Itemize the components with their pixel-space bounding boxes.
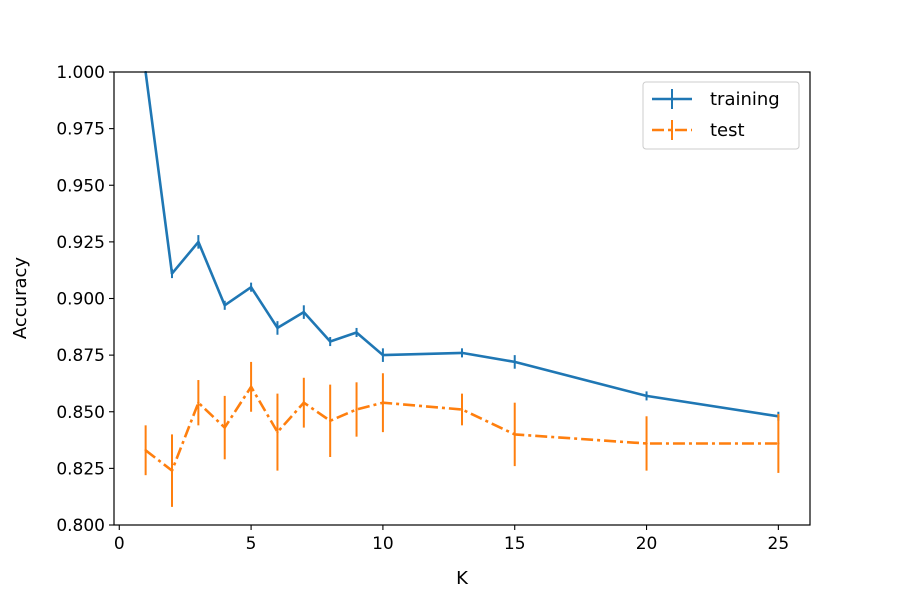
series-test [144, 361, 780, 507]
training-point [170, 272, 174, 275]
test-point [170, 469, 174, 472]
training-point [328, 340, 332, 343]
training-point [645, 394, 648, 398]
y-axis: 0.800 0.825 0.850 0.875 0.900 0.925 0.950 0.975… [56, 63, 114, 536]
test-point [777, 442, 780, 445]
x-axis-label: K [456, 568, 469, 589]
test-point [381, 401, 385, 404]
training-point [355, 331, 358, 334]
test-point [223, 426, 226, 429]
test-point [144, 449, 147, 452]
y-tick-label: 0.975 [56, 120, 105, 140]
training-point [302, 310, 306, 314]
test-point [302, 401, 306, 404]
test-point [276, 430, 279, 434]
training-point [249, 285, 253, 289]
y-tick-label: 0.850 [56, 403, 105, 423]
test-point [513, 433, 516, 436]
test-point [355, 408, 358, 411]
y-axis-label: Accuracy [10, 257, 31, 340]
x-tick-label: 20 [636, 534, 658, 554]
series-layer [144, 71, 780, 507]
y-tick-label: 0.950 [56, 176, 105, 196]
test-point [197, 401, 200, 404]
x-tick-label: 0 [114, 534, 125, 554]
legend: training test [642, 81, 800, 150]
legend-item-test: test [652, 120, 745, 141]
training-point [513, 360, 516, 364]
training-point [223, 304, 226, 307]
test-point [249, 385, 253, 389]
x-tick-label: 10 [372, 534, 394, 554]
training-point [276, 326, 279, 330]
training-point [460, 351, 464, 355]
y-tick-label: 1.000 [56, 63, 105, 83]
test-point [328, 419, 332, 423]
legend-label: training [710, 89, 780, 110]
y-tick-label: 0.875 [56, 346, 105, 366]
legend-label: test [710, 120, 745, 141]
x-tick-label: 25 [768, 534, 790, 554]
training-line [144, 71, 779, 418]
legend-item-training: training [652, 89, 780, 110]
training-point [197, 240, 200, 244]
training-point [381, 353, 385, 357]
test-point [460, 408, 464, 411]
test-point [645, 442, 648, 445]
y-tick-label: 0.900 [56, 290, 105, 310]
y-tick-label: 0.925 [56, 233, 105, 253]
x-tick-label: 5 [246, 534, 257, 554]
y-tick-label: 0.800 [56, 516, 105, 536]
x-tick-label: 15 [504, 534, 526, 554]
x-axis: 0 5 10 15 20 25 [114, 525, 789, 554]
y-tick-label: 0.825 [56, 459, 105, 479]
